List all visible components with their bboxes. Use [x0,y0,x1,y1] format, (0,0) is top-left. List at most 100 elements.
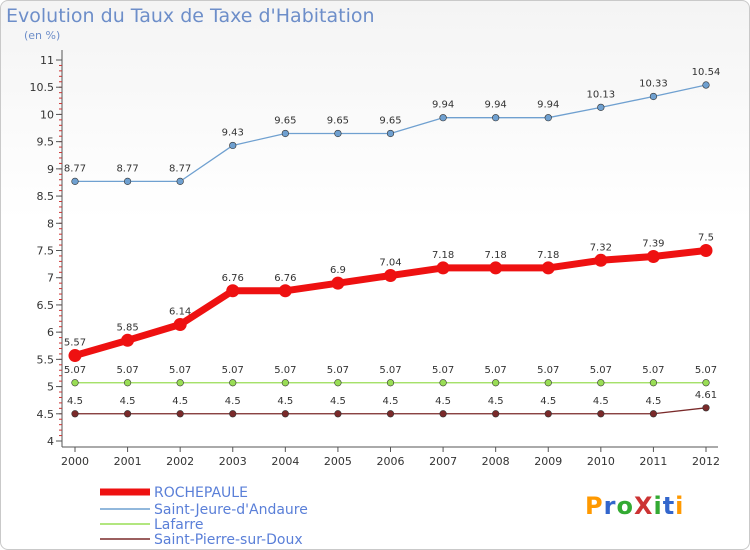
x-tick-label: 2011 [639,455,667,468]
data-label: 4.5 [330,396,346,407]
series-layer: 8.77 8.77 8.77 9.43 9.65 9.65 9.65 9.94 9.94 9.94… [64,67,720,418]
series-saint-jeure-d-andaure: 8.77 8.77 8.77 9.43 9.65 9.65 9.65 9.94 9.94 9.94… [64,67,720,185]
data-point [544,114,552,122]
data-point [597,410,605,418]
data-point [331,276,345,290]
data-label: 10.13 [587,89,616,100]
data-label: 7.32 [590,242,612,253]
legend-label: ROCHEPAULE [154,485,248,501]
y-tick-label: 9.5 [37,136,55,149]
data-point [71,410,79,418]
y-tick-label: 9 [47,163,54,176]
data-label: 4.5 [488,396,504,407]
x-tick-label: 2004 [271,455,299,468]
proxiti-logo: ProXiti [585,492,684,520]
logo-letter: r [603,492,617,520]
data-point [649,92,658,101]
x-tick-label: 2000 [61,455,89,468]
data-point [541,261,555,275]
data-label: 7.5 [698,233,714,244]
data-point [544,379,552,387]
data-point [594,253,608,267]
x-tick-label: 2005 [324,455,352,468]
logo-letter: t [662,492,676,520]
chart-legend: ROCHEPAULESaint-Jeure-d'AndaureLafarreSa… [100,485,308,548]
data-point [384,269,397,283]
data-point [229,379,237,387]
data-point [492,379,500,387]
data-label: 10.54 [692,67,721,78]
logo-letter: i [675,492,685,520]
data-label: 8.77 [116,163,138,174]
data-label: 5.07 [642,365,664,376]
data-label: 4.5 [435,396,451,407]
data-point [649,379,658,387]
data-point [386,410,395,418]
data-point [176,379,184,387]
data-point [278,284,292,298]
series-rochepaule: 5.57 5.85 6.14 6.76 6.76 6.9 7.04 7.18 7.18 7.18 7… [64,233,714,363]
y-tick-label: 6 [47,326,54,339]
y-tick-label: 5 [47,381,54,394]
data-label: 9.43 [222,127,244,138]
data-label: 8.77 [169,163,191,174]
data-label: 5.07 [327,365,349,376]
y-tick-label: 5.5 [37,353,55,366]
chart-axes: 4 4.5 5 5.5 6 6.5 7 7.5 8 8.5 9 9.5 10 10.5 11 2000 2001… [30,50,720,468]
data-label: 4.5 [172,396,188,407]
x-tick-label: 2007 [429,455,457,468]
y-tick-label: 4 [47,435,54,448]
data-label: 4.61 [695,390,717,401]
y-tick-label: 11 [40,54,54,67]
data-label: 5.07 [485,365,507,376]
data-label: 4.5 [593,396,609,407]
data-label: 4.5 [120,396,136,407]
x-tick-label: 2012 [692,455,720,468]
y-tick-label: 8.5 [37,190,55,203]
data-point [386,379,395,387]
data-label: 4.5 [225,396,241,407]
legend-label: Saint-Pierre-sur-Doux [154,532,303,548]
x-tick-label: 2010 [587,455,615,468]
data-point [436,261,450,275]
data-label: 5.85 [116,322,138,333]
x-tick-label: 2001 [114,455,142,468]
data-point [492,410,500,418]
y-tick-label: 7 [47,272,54,285]
y-tick-label: 10 [40,108,54,121]
data-label: 4.5 [645,396,661,407]
data-point [597,103,605,111]
data-label: 4.5 [383,396,399,407]
y-tick-label: 8 [47,217,54,230]
y-tick-label: 10.5 [30,81,55,94]
chart-unit: (en %) [24,29,61,42]
data-label: 5.07 [116,365,138,376]
data-point [123,410,132,418]
x-tick-label: 2008 [482,455,510,468]
data-label: 5.07 [222,365,244,376]
data-point [386,129,395,138]
y-tick-label: 4.5 [37,408,55,421]
data-label: 5.57 [64,338,86,349]
data-label: 7.39 [642,238,664,249]
data-label: 6.76 [222,273,244,284]
data-point [649,410,658,418]
data-point [489,261,503,275]
data-point [121,333,135,347]
data-point [71,379,79,387]
data-label: 7.18 [485,250,507,261]
data-point [439,410,447,418]
logo-letter: o [616,492,634,520]
data-label: 9.94 [485,100,507,111]
data-label: 9.65 [379,115,401,126]
data-point [68,349,82,363]
data-point [702,81,710,89]
data-label: 9.94 [537,100,559,111]
data-label: 7.04 [379,258,401,269]
data-label: 6.76 [274,273,296,284]
data-point [123,177,132,185]
data-label: 10.33 [639,78,668,89]
data-point [492,114,500,122]
logo-letter: X [633,492,654,520]
